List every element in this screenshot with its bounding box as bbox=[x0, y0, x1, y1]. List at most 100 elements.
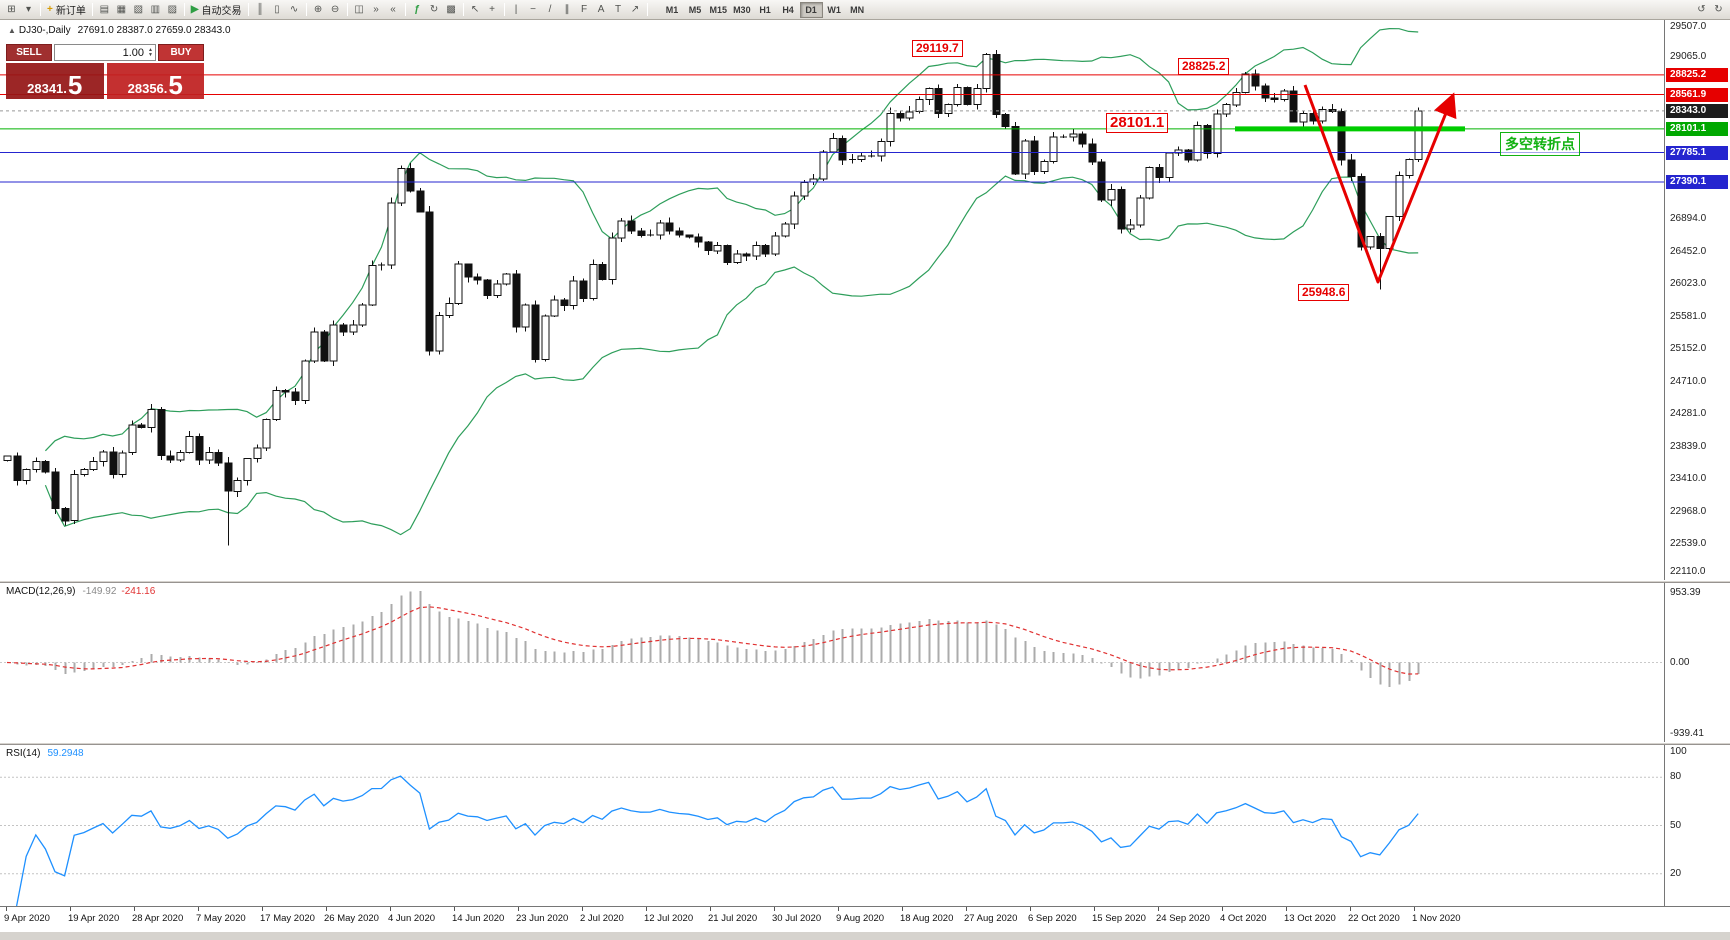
indicators-icon: ƒ bbox=[414, 3, 420, 15]
zoom-out-button[interactable]: ⊖ bbox=[327, 2, 344, 18]
time-axis-label: 9 Aug 2020 bbox=[836, 913, 885, 924]
time-axis-tick bbox=[1414, 907, 1415, 911]
pane-splitter-rsi[interactable] bbox=[0, 742, 1730, 745]
time-axis-tick bbox=[198, 907, 199, 911]
time-axis-label: 2 Jul 2020 bbox=[580, 913, 624, 924]
community-button[interactable]: ↺ bbox=[1693, 2, 1710, 18]
timeframe-button-d1[interactable]: D1 bbox=[799, 1, 823, 18]
candlesticks bbox=[3, 50, 1423, 546]
navigator-button[interactable]: ▧ bbox=[130, 2, 147, 18]
chart-shift-button[interactable]: « bbox=[385, 2, 402, 18]
timeframe-button-m5[interactable]: M5 bbox=[684, 2, 707, 18]
trade-panel-controls: SELL 1.00 ▲ ▼ BUY bbox=[6, 44, 204, 61]
time-axis-label: 13 Oct 2020 bbox=[1284, 913, 1336, 924]
time-axis-tick bbox=[646, 907, 647, 911]
timeframe-button-m1[interactable]: M1 bbox=[661, 2, 684, 18]
cursor-button[interactable]: ↖ bbox=[467, 2, 484, 18]
timeframe-button-m15[interactable]: M15 bbox=[707, 2, 731, 18]
rsi-line bbox=[15, 775, 1419, 907]
time-axis-label: 1 Nov 2020 bbox=[1412, 913, 1461, 924]
arrows-button[interactable]: ↗ bbox=[627, 2, 644, 18]
refresh-button[interactable]: ↻ bbox=[1710, 2, 1727, 18]
timeframe-button-mn[interactable]: MN bbox=[846, 2, 869, 18]
fibonacci-button[interactable]: F bbox=[576, 2, 593, 18]
trend-arrow[interactable] bbox=[1303, 84, 1457, 284]
line-chart-icon: ∿ bbox=[289, 3, 299, 15]
time-axis-tick bbox=[1094, 907, 1095, 911]
time-axis-label: 21 Jul 2020 bbox=[708, 913, 758, 924]
chart-list-dropdown[interactable]: ▾ bbox=[20, 2, 37, 18]
zoom-in-button[interactable]: ⊕ bbox=[310, 2, 327, 18]
toolbar-separator bbox=[404, 3, 406, 16]
toolbar-separator bbox=[247, 3, 249, 16]
volume-stepper[interactable]: ▲ ▼ bbox=[148, 46, 153, 58]
timeframe-button-h4[interactable]: H4 bbox=[777, 2, 800, 18]
macd-signal-line bbox=[6, 606, 1419, 675]
time-axis-tick bbox=[902, 907, 903, 911]
chart-list-dropdown-icon: ▾ bbox=[25, 3, 32, 15]
time-axis-label: 14 Jun 2020 bbox=[452, 913, 505, 924]
time-axis-tick bbox=[582, 907, 583, 911]
timeframe-button-m30[interactable]: M30 bbox=[730, 2, 754, 18]
channel-button[interactable]: ∥ bbox=[559, 2, 576, 18]
horizontal-line-button[interactable]: − bbox=[525, 2, 542, 18]
sell-button[interactable]: SELL bbox=[6, 44, 52, 61]
stepper-down-icon[interactable]: ▼ bbox=[148, 51, 153, 58]
market-watch-button[interactable]: ▤ bbox=[96, 2, 113, 18]
autotrading-button[interactable]: ▶ 自动交易 bbox=[188, 2, 245, 18]
autotrading-icon: ▶ bbox=[190, 3, 199, 15]
time-axis-label: 17 May 2020 bbox=[260, 913, 315, 924]
time-axis-label: 19 Apr 2020 bbox=[68, 913, 120, 924]
time-axis[interactable]: 9 Apr 2020 19 Apr 2020 28 Apr 2020 7 May 20… bbox=[0, 906, 1730, 932]
tile-windows-button[interactable]: ◫ bbox=[351, 2, 368, 18]
period-refresh-button[interactable]: ↻ bbox=[426, 2, 443, 18]
time-axis-label: 12 Jul 2020 bbox=[644, 913, 694, 924]
auto-scroll-button[interactable]: » bbox=[368, 2, 385, 18]
text-icon: A bbox=[597, 3, 605, 15]
time-axis-label: 15 Sep 2020 bbox=[1092, 913, 1146, 924]
timeframe-button-w1[interactable]: W1 bbox=[823, 2, 846, 18]
sell-price[interactable]: 28341. 5 bbox=[6, 63, 104, 99]
buy-price-big-digit: 5 bbox=[168, 70, 183, 101]
buy-price[interactable]: 28356. 5 bbox=[106, 63, 204, 101]
time-axis-tick bbox=[134, 907, 135, 911]
new-chart-button[interactable]: ⊞ bbox=[3, 2, 20, 18]
cursor-icon: ↖ bbox=[470, 3, 480, 15]
timeframe-button-h1[interactable]: H1 bbox=[754, 2, 777, 18]
pane-splitter-macd[interactable] bbox=[0, 580, 1730, 583]
autotrading-button-label: 自动交易 bbox=[201, 6, 242, 17]
strategy-tester-icon: ▨ bbox=[167, 3, 178, 15]
buy-button[interactable]: BUY bbox=[158, 44, 204, 61]
new-order-button[interactable]: + 新订单 bbox=[44, 2, 89, 18]
time-axis-tick bbox=[710, 907, 711, 911]
one-click-trading-panel: SELL 1.00 ▲ ▼ BUY 28341. 5 28356. 5 bbox=[6, 44, 204, 99]
vertical-line-button[interactable]: | bbox=[508, 2, 525, 18]
time-axis-tick bbox=[454, 907, 455, 911]
time-axis-label: 30 Jul 2020 bbox=[772, 913, 822, 924]
toolbar-button-group: ⊞ ▾ + 新订单 ▤ ▦ ▧ ▥ ▨ ▶ 自动交易 ║ ▯ ∿ ⊕ ⊖ ◫» « ƒ ↻ ▩ ↖ + | − / ∥ F A T ↗ bbox=[3, 2, 651, 18]
time-axis-label: 22 Oct 2020 bbox=[1348, 913, 1400, 924]
indicators-button[interactable]: ƒ bbox=[409, 2, 426, 18]
stepper-up-icon[interactable]: ▲ bbox=[148, 46, 153, 53]
volume-input[interactable]: 1.00 ▲ ▼ bbox=[54, 44, 156, 61]
bar-chart-button[interactable]: ║ bbox=[252, 2, 269, 18]
horizontal-line-icon: − bbox=[530, 3, 536, 15]
label-button[interactable]: T bbox=[610, 2, 627, 18]
line-chart-button[interactable]: ∿ bbox=[286, 2, 303, 18]
time-axis-label: 28 Apr 2020 bbox=[132, 913, 184, 924]
crosshair-button[interactable]: + bbox=[484, 2, 501, 18]
data-window-button[interactable]: ▦ bbox=[113, 2, 130, 18]
templates-button[interactable]: ▩ bbox=[443, 2, 460, 18]
volume-value: 1.00 bbox=[122, 46, 145, 59]
new-order-icon: + bbox=[47, 3, 53, 15]
time-axis-tick bbox=[326, 907, 327, 911]
text-button[interactable]: A bbox=[593, 2, 610, 18]
candlestick-chart-button[interactable]: ▯ bbox=[269, 2, 286, 18]
zoom-in-icon: ⊕ bbox=[313, 3, 323, 15]
trade-panel-prices: 28341. 5 28356. 5 bbox=[6, 63, 204, 99]
time-axis-label: 24 Sep 2020 bbox=[1156, 913, 1210, 924]
strategy-tester-button[interactable]: ▨ bbox=[164, 2, 181, 18]
trendline-button[interactable]: / bbox=[542, 2, 559, 18]
terminal-button[interactable]: ▥ bbox=[147, 2, 164, 18]
